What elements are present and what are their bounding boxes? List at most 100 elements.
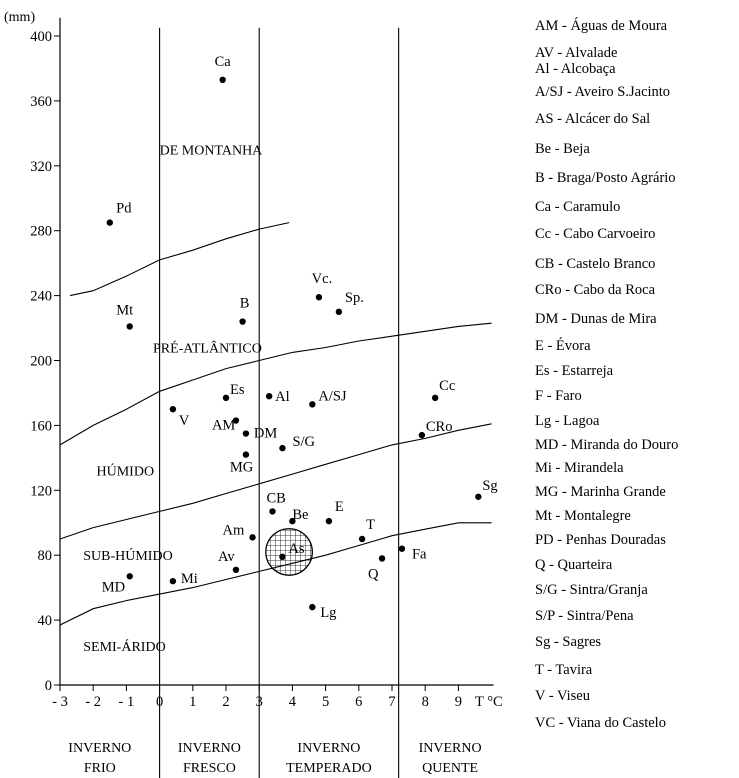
boundary-pre-atlantico	[59, 322, 492, 446]
station-label: Lg	[320, 605, 336, 621]
station-marker	[232, 566, 240, 574]
y-tick-label: 360	[30, 94, 52, 110]
station-marker	[169, 405, 177, 413]
y-tick-label: 120	[30, 483, 52, 499]
y-tick-label: 320	[30, 159, 52, 175]
station-marker	[219, 76, 226, 84]
station-label: As	[288, 541, 304, 557]
station-label: Cc	[439, 378, 455, 394]
station-label: Sg	[482, 478, 497, 494]
station-marker	[106, 219, 114, 226]
x-tick-label: - 1	[119, 694, 135, 710]
winter-category-line2: TEMPERADO	[286, 761, 372, 776]
station-label: Vc.	[312, 271, 333, 287]
station-marker	[239, 318, 246, 325]
legend-item: A/SJ - Aveiro S.Jacinto	[535, 84, 671, 100]
legend-item: PD - Penhas Douradas	[535, 532, 666, 548]
winter-category-line1: INVERNO	[68, 741, 131, 756]
legend-item: AV - Alvalade	[535, 45, 618, 61]
x-tick-label: 1	[189, 694, 196, 710]
station-label: A/SJ	[318, 388, 347, 404]
legend-item: Q - Quarteira	[535, 557, 613, 573]
station-label: T	[366, 517, 375, 533]
station-marker	[431, 394, 439, 402]
y-tick-label: 400	[30, 29, 52, 45]
x-tick-label: 9	[455, 694, 462, 710]
x-tick-label: - 2	[85, 694, 101, 710]
station-marker	[222, 394, 230, 402]
station-marker	[325, 517, 333, 525]
legend-item: Sg - Sagres	[535, 634, 602, 650]
y-tick-label: 280	[30, 224, 52, 240]
winter-category-line2: FRIO	[84, 761, 116, 776]
legend-item: S/P - Sintra/Pena	[535, 608, 634, 624]
boundary-humido	[59, 423, 492, 540]
winter-category-line2: QUENTE	[422, 761, 478, 776]
station-label: Fa	[412, 547, 427, 563]
station-marker	[242, 451, 250, 458]
station-marker	[126, 573, 133, 580]
x-axis-unit: T °C	[475, 694, 503, 710]
legend-item: V - Viseu	[535, 688, 590, 704]
legend-item: MG - Marinha Grande	[535, 484, 666, 500]
region-label: SEMI-ÁRIDO	[83, 638, 165, 655]
station-marker	[309, 401, 316, 408]
station-marker	[289, 517, 296, 525]
x-tick-label: 0	[156, 694, 163, 710]
station-marker	[418, 431, 426, 439]
station-label: Al	[275, 389, 290, 405]
station-label: MG	[230, 460, 254, 476]
station-marker	[378, 555, 386, 562]
y-tick-label: 80	[38, 548, 53, 564]
legend-item: T - Tavira	[535, 662, 593, 678]
x-tick-label: - 3	[52, 694, 68, 710]
station-marker	[309, 603, 316, 611]
station-marker	[169, 577, 177, 585]
legend-item: Lg - Lagoa	[535, 413, 600, 429]
legend-item: S/G - Sintra/Granja	[535, 582, 648, 598]
region-label: DE MONTANHA	[160, 143, 264, 158]
legend-item: CB - Castelo Branco	[535, 256, 656, 272]
station-label: DM	[254, 426, 277, 442]
station-label: CRo	[426, 419, 453, 435]
legend-item: Mi - Mirandela	[535, 460, 624, 476]
station-marker	[398, 545, 406, 552]
y-axis-unit: (mm)	[4, 10, 35, 25]
region-label: SUB-HÚMIDO	[83, 547, 172, 564]
y-tick-label: 240	[30, 289, 52, 305]
station-label: Am	[223, 522, 245, 538]
legend-item: MD - Miranda do Douro	[535, 437, 679, 453]
x-tick-label: 7	[388, 694, 395, 710]
x-tick-label: 2	[222, 694, 229, 710]
station-label: Pd	[116, 201, 132, 217]
winter-category-line1: INVERNO	[297, 741, 360, 756]
station-label: Sp.	[345, 290, 364, 306]
region-label: PRÉ-ATLÂNTICO	[153, 339, 262, 356]
station-label: Mi	[181, 571, 198, 587]
y-tick-label: 40	[38, 613, 53, 629]
station-marker	[315, 294, 323, 301]
station-marker	[269, 508, 276, 515]
station-label: S/G	[292, 434, 315, 450]
station-marker	[249, 534, 256, 541]
station-marker	[265, 392, 273, 400]
station-marker	[279, 444, 286, 452]
legend-item: Ca - Caramulo	[535, 199, 621, 215]
station-label: Es	[230, 382, 245, 398]
climate-chart: DE MONTANHA PRÉ-ATLÂNTICO HÚMIDO SUB-HÚMIDO…	[4, 10, 503, 778]
legend-item: Cc - Cabo Carvoeiro	[535, 226, 656, 242]
winter-category-line2: FRESCO	[183, 761, 236, 776]
station-label: Ca	[215, 54, 232, 70]
y-tick-label: 160	[30, 418, 52, 434]
station-label: Be	[292, 507, 308, 523]
legend-item: Es - Estarreja	[535, 363, 614, 379]
highlight-circle	[265, 528, 313, 576]
legend-item: DM - Dunas de Mira	[535, 311, 657, 327]
legend-item: CRo - Cabo da Roca	[535, 282, 656, 298]
station-marker	[358, 535, 366, 543]
x-tick-label: 5	[322, 694, 329, 710]
station-label: E	[335, 499, 344, 515]
x-tick-label: 3	[256, 694, 263, 710]
station-marker	[279, 553, 286, 561]
legend-item: Mt - Montalegre	[535, 508, 631, 524]
